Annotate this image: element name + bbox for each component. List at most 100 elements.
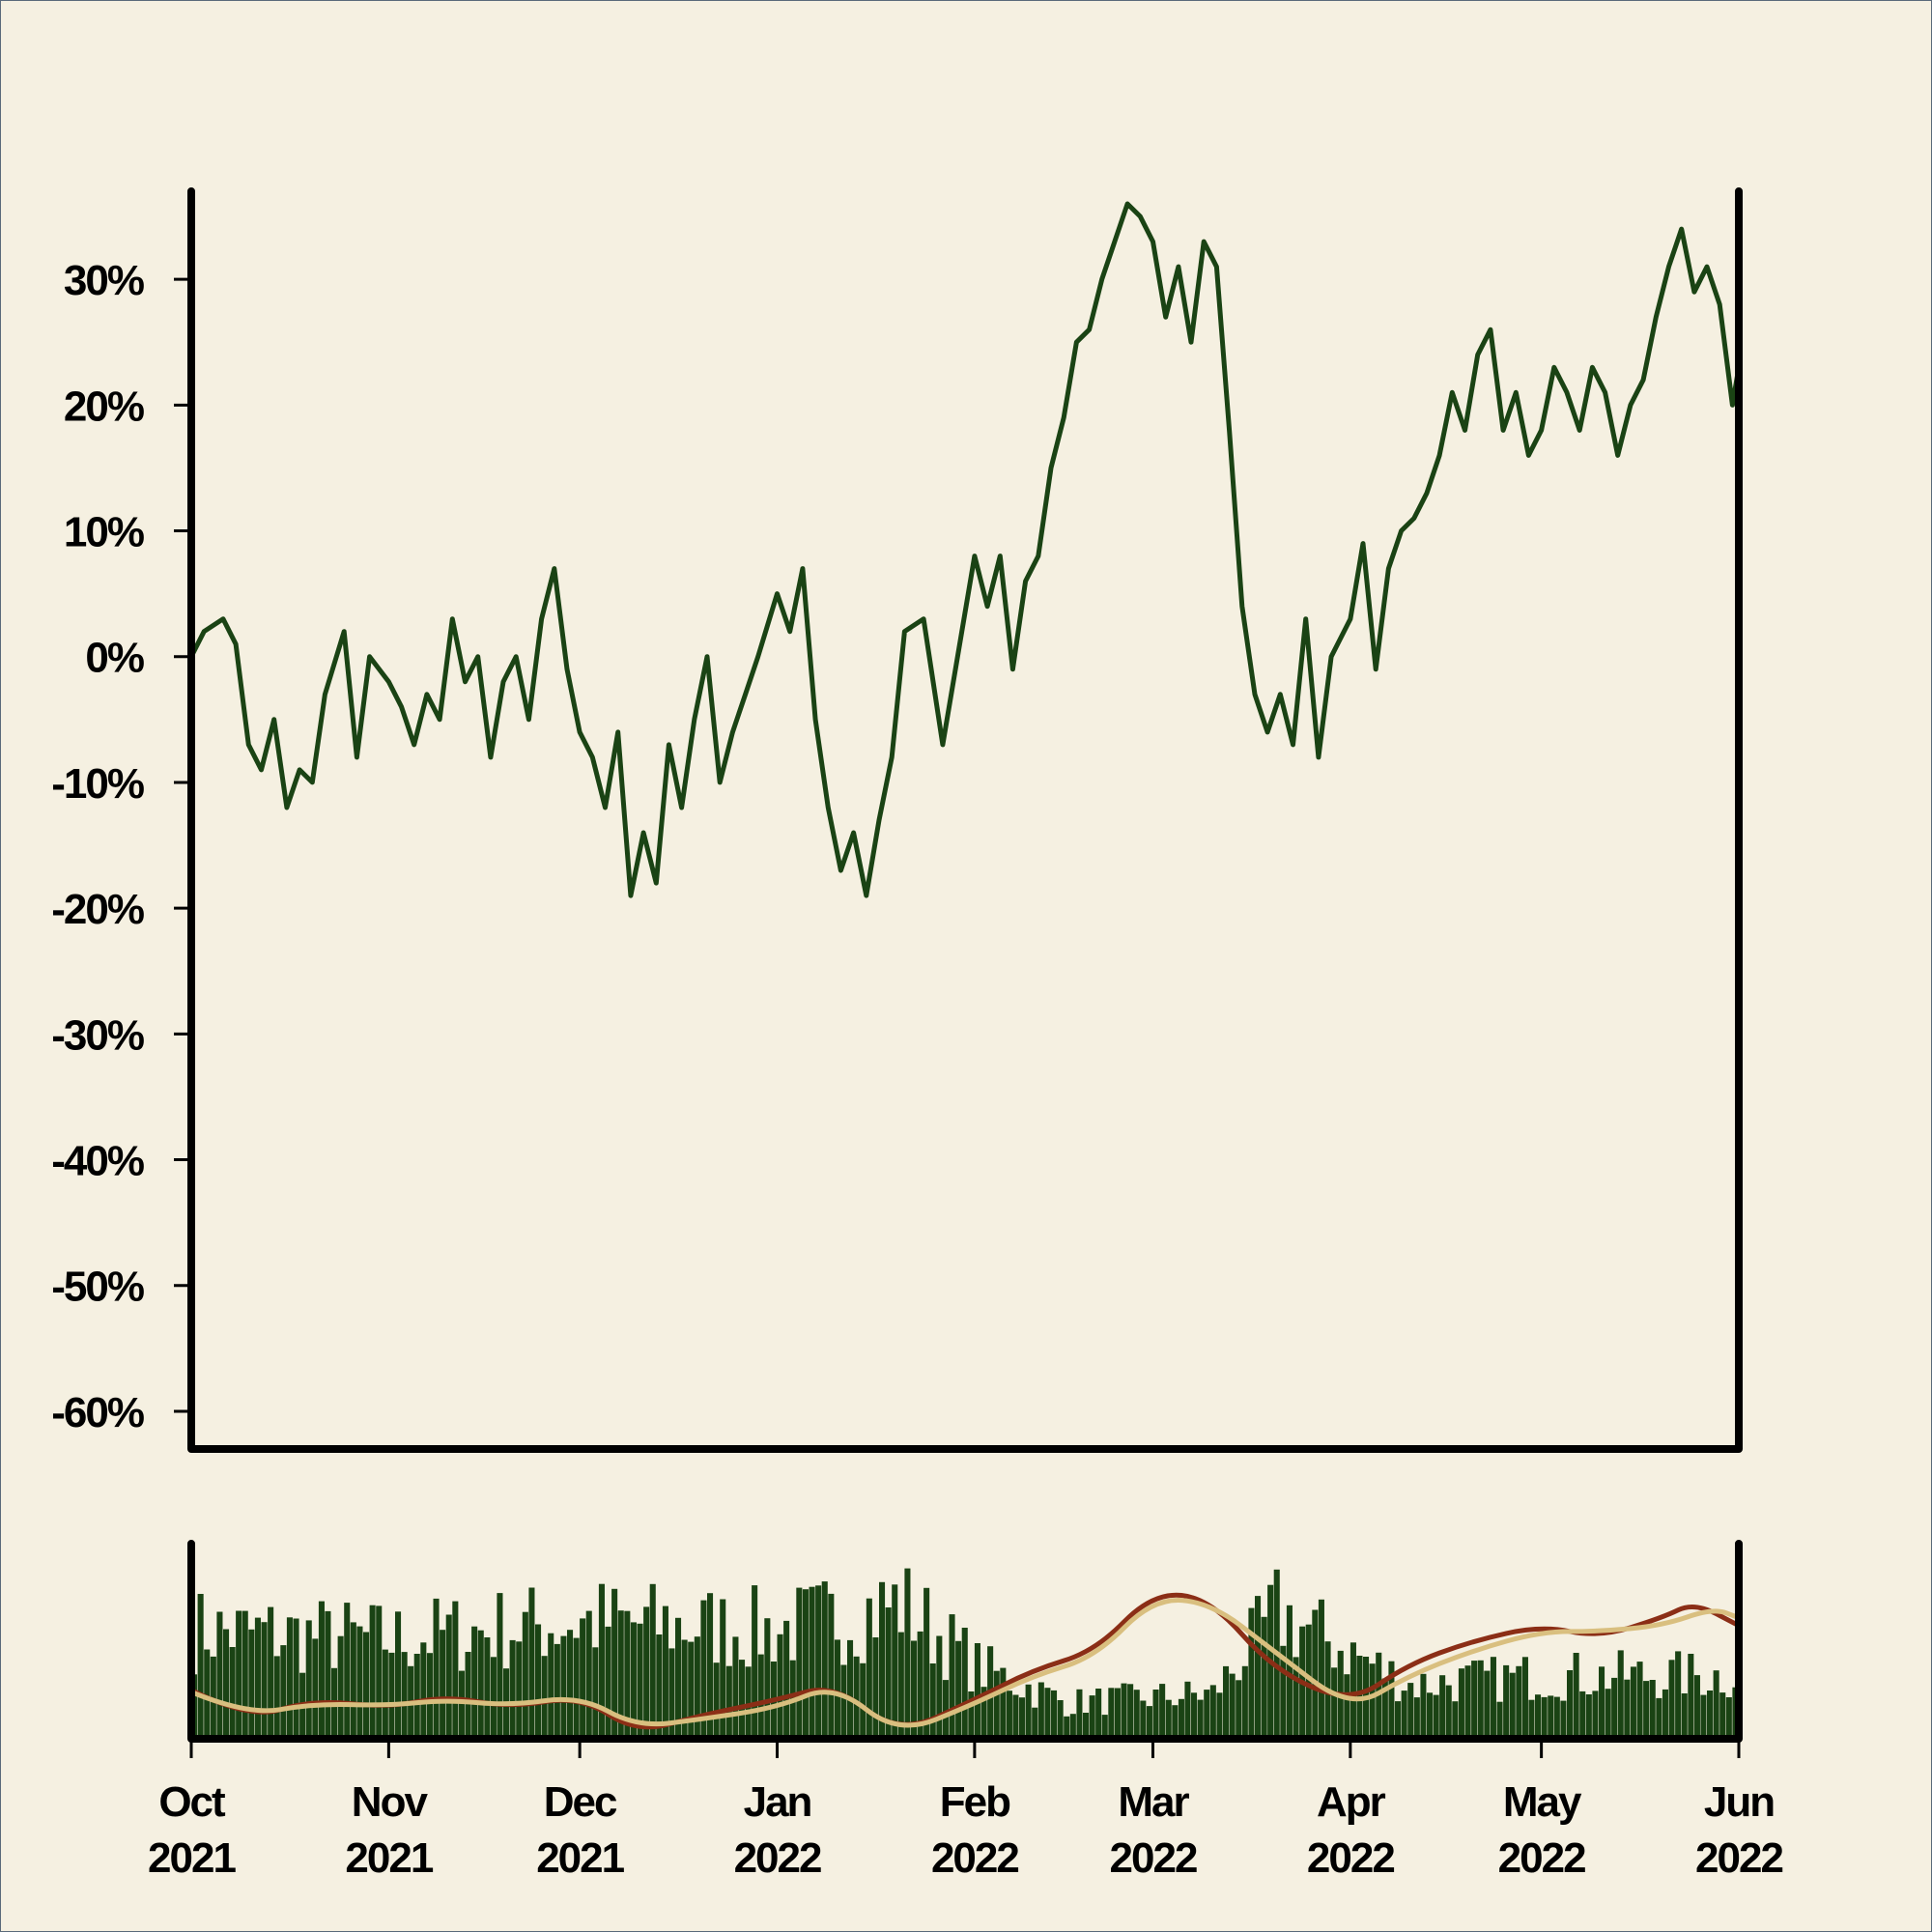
volume-bar [1032, 1707, 1038, 1739]
volume-bar [1548, 1695, 1554, 1739]
volume-bar [1445, 1685, 1452, 1739]
volume-bar [1019, 1697, 1026, 1739]
volume-bar [745, 1666, 752, 1739]
volume-bar [1630, 1666, 1636, 1739]
volume-bar [802, 1589, 809, 1739]
volume-bar [656, 1634, 663, 1739]
volume-bar [420, 1642, 427, 1739]
volume-bar [834, 1639, 840, 1739]
volume-bar [694, 1636, 700, 1739]
volume-bar [675, 1617, 682, 1739]
volume-chart-panel: Oct 2021 Nov 2021 Dec 2021 Jan 2022 Feb 2022 Mar 20… [148, 1540, 1784, 1882]
volume-bar [707, 1593, 714, 1739]
volume-bar [1280, 1645, 1287, 1739]
x-tick-month-label: Apr [1317, 1778, 1386, 1826]
volume-bar [325, 1610, 331, 1739]
volume-bar [1089, 1695, 1095, 1739]
volume-bar [1229, 1673, 1236, 1739]
volume-bar [1413, 1697, 1420, 1739]
volume-bar [1693, 1675, 1700, 1739]
y-tick-label: -10% [51, 760, 144, 808]
volume-bar [1312, 1609, 1319, 1739]
volume-bar [229, 1647, 236, 1739]
volume-bar [1420, 1673, 1427, 1739]
volume-bar [1114, 1688, 1121, 1739]
volume-bar [554, 1643, 560, 1739]
volume-bar [1388, 1661, 1395, 1739]
y-tick-label: 30% [64, 257, 144, 304]
volume-bar [573, 1637, 580, 1739]
volume-bar [1223, 1665, 1230, 1739]
volume-bar [1044, 1688, 1051, 1739]
volume-bar [1407, 1683, 1414, 1739]
volume-bar [1083, 1713, 1090, 1739]
x-tick-month-label: Mar [1118, 1778, 1189, 1826]
volume-bar [1719, 1692, 1726, 1739]
volume-bar [1624, 1679, 1631, 1739]
volume-bar [1509, 1672, 1516, 1739]
volume-bar [1585, 1694, 1592, 1739]
volume-bar [853, 1656, 860, 1739]
volume-bar [236, 1610, 242, 1739]
volume-bar [668, 1648, 675, 1739]
volume-bar [1617, 1650, 1624, 1739]
y-tick-label: 20% [64, 383, 144, 430]
volume-bar [885, 1607, 892, 1739]
volume-bar [1433, 1694, 1439, 1739]
volume-bar [1643, 1681, 1650, 1739]
volume-bar [254, 1617, 261, 1739]
volume-bar [1725, 1697, 1732, 1739]
volume-bar [1553, 1696, 1560, 1739]
volume-bar [535, 1624, 542, 1739]
volume-bar [598, 1583, 605, 1739]
volume-bar [777, 1634, 783, 1739]
volume-bar [280, 1645, 287, 1739]
volume-bar [1369, 1663, 1376, 1739]
volume-bar [490, 1657, 497, 1739]
volume-bar [1516, 1665, 1522, 1739]
y-tick-label: -50% [51, 1264, 144, 1311]
volume-bar [929, 1663, 936, 1739]
volume-bar [497, 1593, 503, 1739]
volume-bar [1452, 1701, 1459, 1739]
volume-bar [1209, 1685, 1216, 1739]
volume-bar [305, 1620, 312, 1739]
volume-bar [1528, 1699, 1535, 1739]
volume-bar [1427, 1692, 1434, 1739]
volume-bar [528, 1587, 535, 1739]
volume-bar [1662, 1689, 1668, 1739]
volume-bar [261, 1622, 268, 1739]
volume-bar [1592, 1690, 1599, 1739]
volume-bar [955, 1640, 962, 1739]
volume-bar [942, 1680, 949, 1739]
volume-bar [1146, 1706, 1152, 1739]
volume-bar [204, 1649, 211, 1739]
volume-bar [426, 1653, 433, 1739]
volume-bar [1255, 1596, 1262, 1739]
volume-bar [611, 1588, 618, 1739]
volume-bar [872, 1637, 879, 1739]
volume-bar [1464, 1665, 1471, 1739]
volume-bar [752, 1585, 758, 1739]
volume-bar [567, 1630, 574, 1739]
volume-bar [624, 1610, 631, 1739]
volume-bar [1484, 1670, 1491, 1739]
volume-bar [809, 1586, 815, 1739]
volume-bar [764, 1618, 771, 1739]
volume-bar [904, 1568, 911, 1739]
volume-bar [1037, 1682, 1044, 1739]
x-tick-year-label: 2022 [734, 1834, 821, 1882]
volume-bar [757, 1654, 764, 1739]
volume-bar [516, 1641, 523, 1739]
x-tick-year-label: 2021 [148, 1834, 236, 1882]
volume-bar [1560, 1700, 1567, 1739]
volume-bar [1305, 1624, 1312, 1739]
volume-bar [1236, 1680, 1242, 1739]
volume-bar [725, 1665, 732, 1739]
volume-bar [1165, 1699, 1172, 1739]
y-tick-label: -30% [51, 1011, 144, 1059]
y-tick-label: 10% [64, 509, 144, 556]
volume-bar [643, 1606, 650, 1739]
volume-bar [1204, 1690, 1210, 1739]
